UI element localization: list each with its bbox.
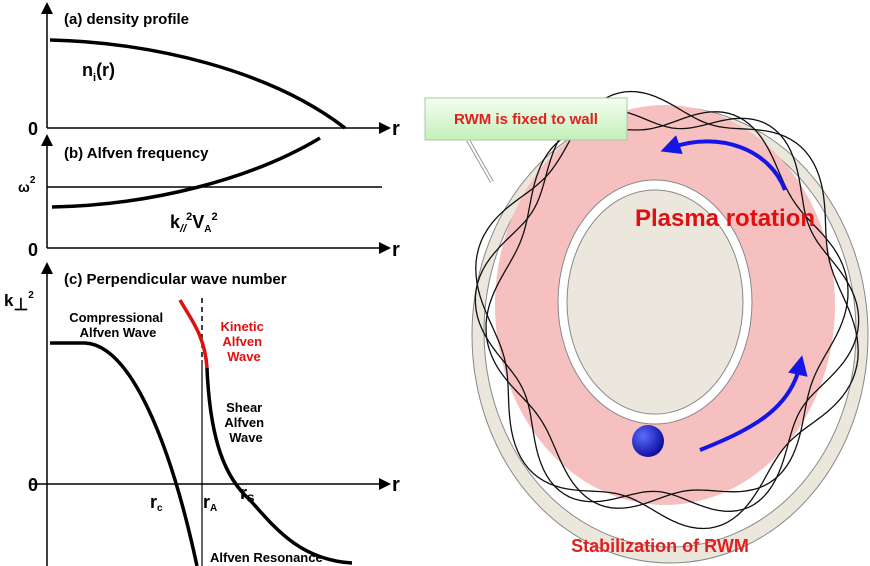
- kinetic-curve: [178, 299, 209, 369]
- k-sub: ⊥: [13, 295, 28, 314]
- k-sup: 2: [28, 290, 34, 301]
- sub: c: [157, 503, 163, 514]
- panel-title: (a) density profile: [64, 11, 189, 28]
- mode-ball: [632, 425, 664, 457]
- k-sup: 2: [186, 211, 192, 223]
- label: ni(r): [82, 60, 115, 84]
- label-main: n: [82, 60, 93, 80]
- panel-c: (c) Perpendicular wave number k⊥2 Compre…: [4, 262, 400, 566]
- density-curve: [49, 38, 347, 130]
- rwm-diagram: RWM is fixed to wall Plasma rotation Sta…: [424, 90, 869, 564]
- line: Alfven Wave: [80, 325, 157, 340]
- callout-pointer: [467, 139, 493, 183]
- panel-title: (c) Perpendicular wave number: [64, 271, 287, 288]
- rs-label: rS: [240, 483, 254, 505]
- r: r: [240, 483, 247, 503]
- axis-label: r: [392, 474, 400, 496]
- line: Wave: [227, 349, 260, 364]
- rotation-arrow: [660, 135, 787, 191]
- kinetic-label: Kinetic Alfven Wave: [221, 319, 268, 364]
- waves: [474, 90, 860, 530]
- panel-title: (b) Alfven frequency: [64, 145, 209, 162]
- panel-b: (b) Alfven frequency ω2 k//2VA2 0 r: [18, 134, 400, 261]
- wave: [475, 90, 859, 530]
- v: V: [192, 212, 204, 232]
- panel-a: (a) density profile ni(r) 0 r: [28, 2, 400, 140]
- compressional-curve: [50, 341, 199, 566]
- k: k: [4, 291, 14, 310]
- callout-box: [424, 97, 628, 141]
- r: r: [150, 492, 157, 512]
- shear-label: Shear Alfven Wave: [224, 400, 267, 445]
- inner-core: [566, 189, 744, 415]
- k-label: k//2VA2: [170, 211, 218, 235]
- r: r: [203, 492, 210, 512]
- k-label: k⊥2: [4, 290, 34, 314]
- axis-label: r: [392, 239, 400, 261]
- resonance-label: Alfven Resonance: [210, 550, 323, 565]
- k: k: [170, 212, 181, 232]
- wave: [485, 111, 849, 509]
- zero: 0: [28, 240, 38, 260]
- sub: S: [247, 493, 254, 505]
- omega: ω: [18, 179, 30, 195]
- sub: A: [210, 503, 217, 514]
- line: Alfven: [222, 334, 262, 349]
- rotation-arrow: [699, 355, 808, 452]
- label-rest: (r): [96, 60, 115, 80]
- wave: [474, 108, 860, 512]
- zero: 0: [28, 119, 38, 139]
- label-sub: i: [93, 72, 96, 84]
- k-sub: //: [179, 223, 188, 235]
- axis-label: r: [392, 118, 400, 140]
- caption: Stabilization of RWM: [571, 536, 749, 556]
- v-sub: A: [204, 224, 211, 235]
- line: Wave: [229, 430, 262, 445]
- line: Alfven: [224, 415, 264, 430]
- rc-label: rc: [150, 492, 163, 514]
- line: Compressional: [69, 310, 163, 325]
- line: Kinetic: [221, 319, 264, 334]
- shear-curve: [205, 367, 353, 565]
- v-sup: 2: [212, 211, 218, 223]
- omega-label: ω2: [18, 175, 36, 195]
- line: Shear: [226, 400, 262, 415]
- zero: 0: [28, 475, 38, 495]
- ra-label: rA: [203, 492, 217, 514]
- alfven-curve: [51, 136, 321, 209]
- callout-text: RWM is fixed to wall: [454, 111, 598, 128]
- compressional-label: Compressional Alfven Wave: [69, 310, 167, 340]
- rotation-label: Plasma rotation: [635, 205, 815, 232]
- omega-sup: 2: [30, 175, 36, 186]
